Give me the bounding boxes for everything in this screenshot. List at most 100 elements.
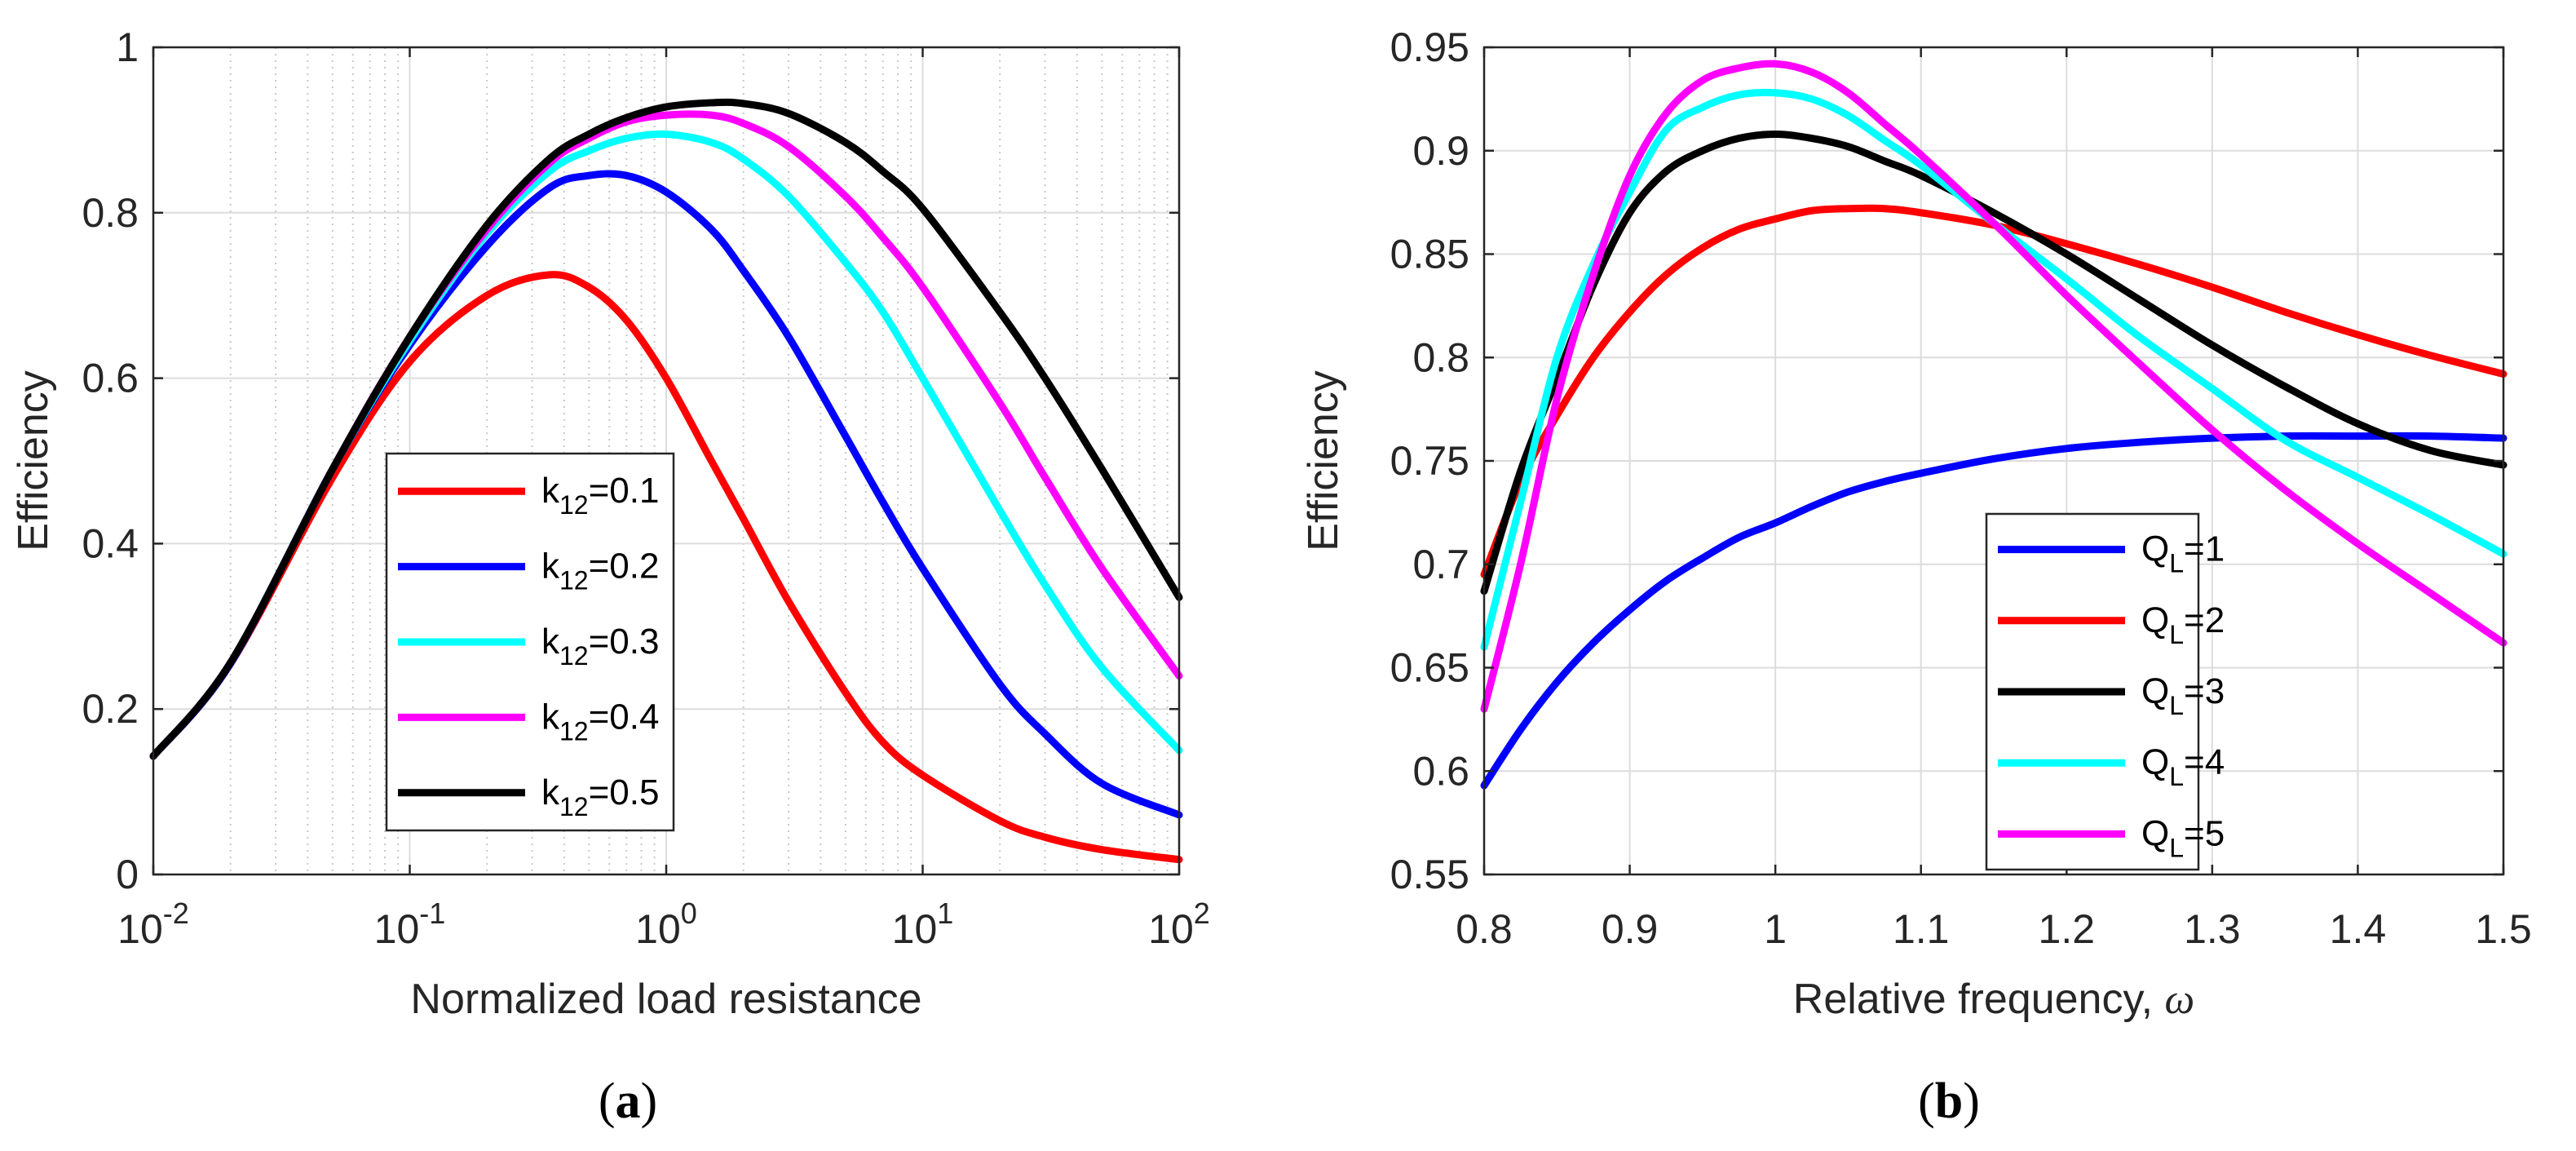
x-tick-base: 10	[374, 906, 420, 952]
y-axis-title: Efficiency	[10, 370, 57, 551]
legend-label: k12=0.1	[541, 471, 659, 520]
legend: QL=1QL=2QL=3QL=4QL=5	[1985, 512, 2225, 871]
x-tick-base: 10	[117, 906, 163, 952]
series-line-k12-0-1	[149, 271, 1183, 864]
legend-label-tail: =4	[2184, 742, 2225, 782]
legend-label-subscript: 12	[559, 716, 589, 746]
legend-label: QL=2	[2141, 600, 2225, 649]
legend-label-subscript: L	[2169, 762, 2184, 791]
legend-label-tail: =3	[2184, 671, 2225, 711]
y-tick-label: 0.65	[1390, 645, 1469, 691]
x-tick-base: 10	[1148, 906, 1194, 952]
legend-label-tail: =1	[2184, 529, 2225, 569]
panel-caption: (a)	[599, 1074, 657, 1129]
x-tick-label: 100	[635, 896, 697, 952]
legend-label-main: k	[541, 697, 560, 737]
x-tick-label: 1.4	[2330, 906, 2387, 952]
legend-label-main: k	[541, 622, 560, 662]
y-tick-label: 0.8	[1412, 334, 1469, 380]
x-tick-exponent: -1	[419, 896, 445, 930]
panel-caption-open: (	[1918, 1074, 1935, 1129]
x-tick-label: 0.9	[1602, 906, 1659, 952]
legend-label-subscript: 12	[559, 641, 589, 671]
y-tick-label: 0.85	[1390, 232, 1469, 277]
x-axis-title-text: Relative frequency,	[1793, 976, 2153, 1023]
y-tick-label: 0.2	[82, 686, 139, 732]
legend-item: k12=0.2	[398, 547, 659, 595]
legend-item: QL=2	[1998, 600, 2225, 649]
panel-caption-letter: b	[1935, 1074, 1963, 1129]
legend-label-subscript: 12	[559, 490, 589, 520]
legend-label-subscript: L	[2169, 833, 2184, 862]
panel-caption-letter: a	[616, 1074, 641, 1129]
legend-label-tail: =0.4	[589, 697, 660, 737]
y-tick-label: 1	[116, 24, 139, 70]
legend-label-tail: =0.1	[589, 471, 660, 511]
series-line-ql-5	[1480, 60, 2508, 713]
x-tick-label: 10-1	[374, 896, 446, 952]
x-tick-base: 10	[635, 906, 681, 952]
legend-label-main: Q	[2141, 671, 2169, 711]
series-line-ql-2	[1480, 204, 2508, 578]
legend-label-main: k	[541, 471, 560, 511]
legend-label: QL=3	[2141, 671, 2225, 720]
x-tick-label: 1.3	[2184, 906, 2241, 952]
legend-label-tail: =0.2	[589, 547, 660, 587]
x-axis-title-text: Normalized load resistance	[410, 976, 921, 1023]
y-tick-label: 0.4	[82, 520, 139, 566]
y-tick-label: 0	[116, 852, 139, 897]
legend-label-subscript: 12	[559, 792, 589, 821]
legend-label-subscript: L	[2169, 620, 2184, 649]
legend-label-main: Q	[2141, 742, 2169, 782]
x-tick-label: 1.1	[1893, 906, 1950, 952]
panel-caption-close: )	[1963, 1074, 1980, 1129]
x-axis-title-space	[2153, 976, 2164, 1023]
x-tick-exponent: 2	[1194, 896, 1210, 930]
legend-label-main: Q	[2141, 529, 2169, 569]
legend-label-main: k	[541, 772, 560, 812]
legend-label-tail: =2	[2184, 600, 2225, 640]
x-axis-title: Relative frequency, ω	[1793, 976, 2194, 1023]
legend-label: QL=4	[2141, 742, 2225, 791]
x-tick-label: 102	[1148, 896, 1210, 952]
legend-label: k12=0.2	[541, 547, 659, 595]
x-tick-label: 1	[1764, 906, 1787, 952]
legend-item: QL=5	[1998, 813, 2225, 862]
legend-label-tail: =0.3	[589, 622, 660, 662]
legend-item: QL=3	[1998, 671, 2225, 720]
legend-label-subscript: 12	[559, 566, 589, 595]
legend-label-main: Q	[2141, 600, 2169, 640]
legend-label: k12=0.4	[541, 697, 659, 746]
legend-item: k12=0.4	[398, 697, 659, 746]
series-line-ql-4	[1480, 88, 2508, 651]
x-tick-label: 10-2	[117, 896, 189, 952]
y-axis-title: Efficiency	[1300, 370, 1347, 551]
legend-item: QL=1	[1998, 529, 2225, 578]
x-tick-exponent: -2	[163, 896, 189, 930]
legend-item: QL=4	[1998, 742, 2225, 791]
panel-caption-open: (	[599, 1074, 616, 1129]
legend-label: k12=0.5	[541, 772, 659, 821]
y-tick-label: 0.75	[1390, 438, 1469, 484]
y-tick-label: 0.6	[82, 356, 139, 401]
x-axis-title-symbol: ω	[2165, 976, 2195, 1023]
y-tick-label: 0.6	[1412, 748, 1469, 794]
legend-label-tail: =5	[2184, 813, 2225, 853]
panel-a-chart: 10-2 10-1 100 101 10200.20.40.60.81Normalize…	[10, 24, 1210, 1129]
x-tick-label: 101	[892, 896, 954, 952]
panel-caption: (b)	[1918, 1074, 1980, 1129]
legend-label-subscript: L	[2169, 549, 2184, 578]
x-tick-base: 10	[892, 906, 938, 952]
y-tick-label: 0.95	[1390, 24, 1469, 70]
legend-label-main: k	[541, 547, 560, 587]
y-tick-label: 0.55	[1390, 852, 1469, 897]
legend-label: k12=0.3	[541, 622, 659, 671]
y-tick-label: 0.8	[82, 190, 139, 236]
panel-caption-close: )	[641, 1074, 658, 1129]
x-tick-exponent: 1	[937, 896, 953, 930]
y-tick-label: 0.9	[1412, 128, 1469, 174]
x-tick-label: 1.2	[2039, 906, 2096, 952]
series-line-k12-0-5	[149, 98, 1183, 760]
